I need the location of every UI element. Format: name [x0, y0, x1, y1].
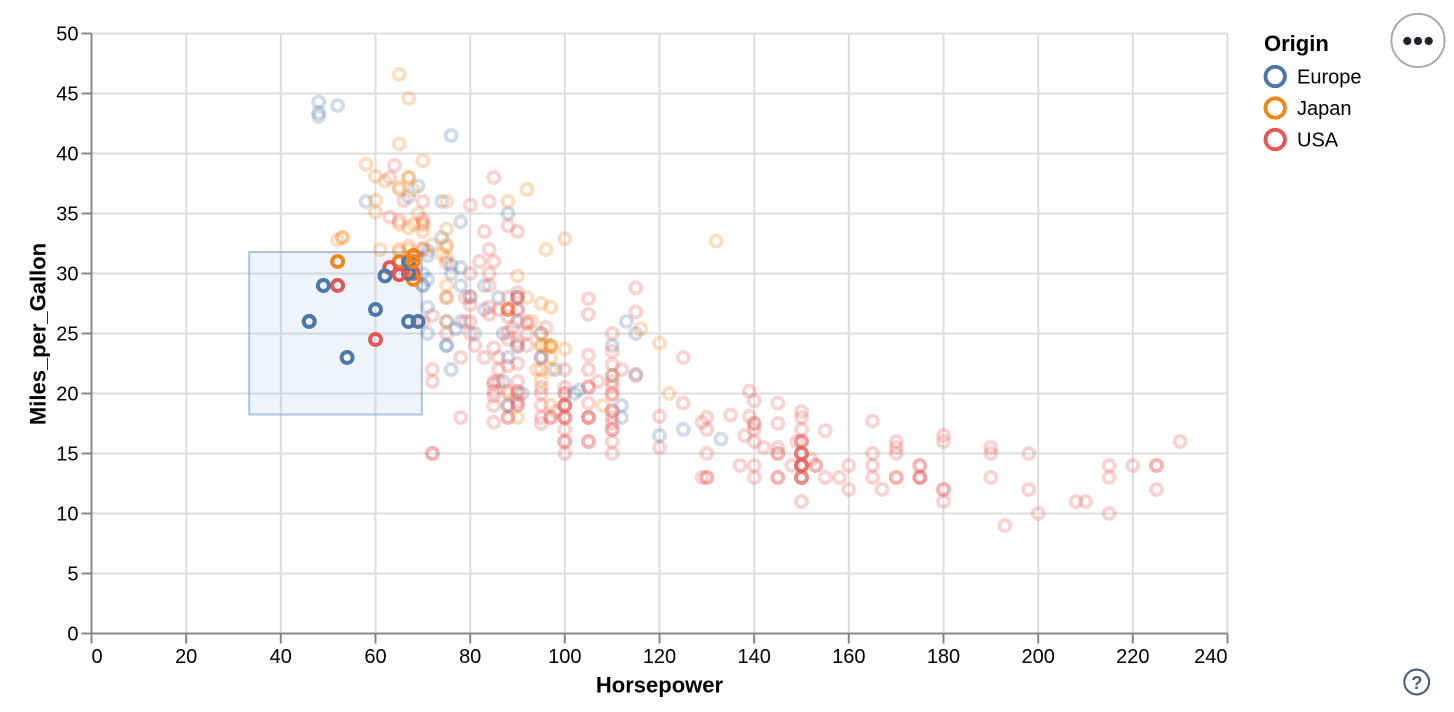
svg-text:Europe: Europe	[1297, 67, 1362, 89]
svg-text:220: 220	[1116, 646, 1149, 668]
svg-text:100: 100	[548, 646, 581, 668]
svg-text:Japan: Japan	[1297, 98, 1352, 120]
svg-text:USA: USA	[1297, 130, 1339, 152]
svg-text:25: 25	[56, 324, 78, 346]
svg-text:30: 30	[56, 264, 78, 286]
svg-text:20: 20	[175, 646, 197, 668]
svg-text:35: 35	[56, 204, 78, 226]
svg-text:160: 160	[832, 646, 865, 668]
svg-text:0: 0	[67, 624, 78, 646]
svg-text:Horsepower: Horsepower	[596, 673, 724, 698]
svg-text:10: 10	[56, 504, 78, 526]
svg-text:0: 0	[92, 646, 103, 668]
svg-text:Origin: Origin	[1264, 31, 1329, 56]
svg-text:200: 200	[1022, 646, 1055, 668]
svg-text:40: 40	[270, 646, 292, 668]
svg-text:40: 40	[56, 144, 78, 166]
svg-text:Miles_per_Gallon: Miles_per_Gallon	[25, 243, 50, 425]
svg-text:?: ?	[1411, 672, 1422, 693]
svg-text:60: 60	[364, 646, 386, 668]
svg-text:180: 180	[927, 646, 960, 668]
svg-text:50: 50	[56, 24, 78, 46]
svg-text:15: 15	[56, 444, 78, 466]
svg-text:240: 240	[1194, 646, 1227, 668]
svg-text:5: 5	[67, 564, 78, 586]
svg-text:45: 45	[56, 84, 78, 106]
svg-text:140: 140	[738, 646, 771, 668]
svg-text:120: 120	[643, 646, 676, 668]
svg-text:20: 20	[56, 384, 78, 406]
svg-text:80: 80	[459, 646, 481, 668]
